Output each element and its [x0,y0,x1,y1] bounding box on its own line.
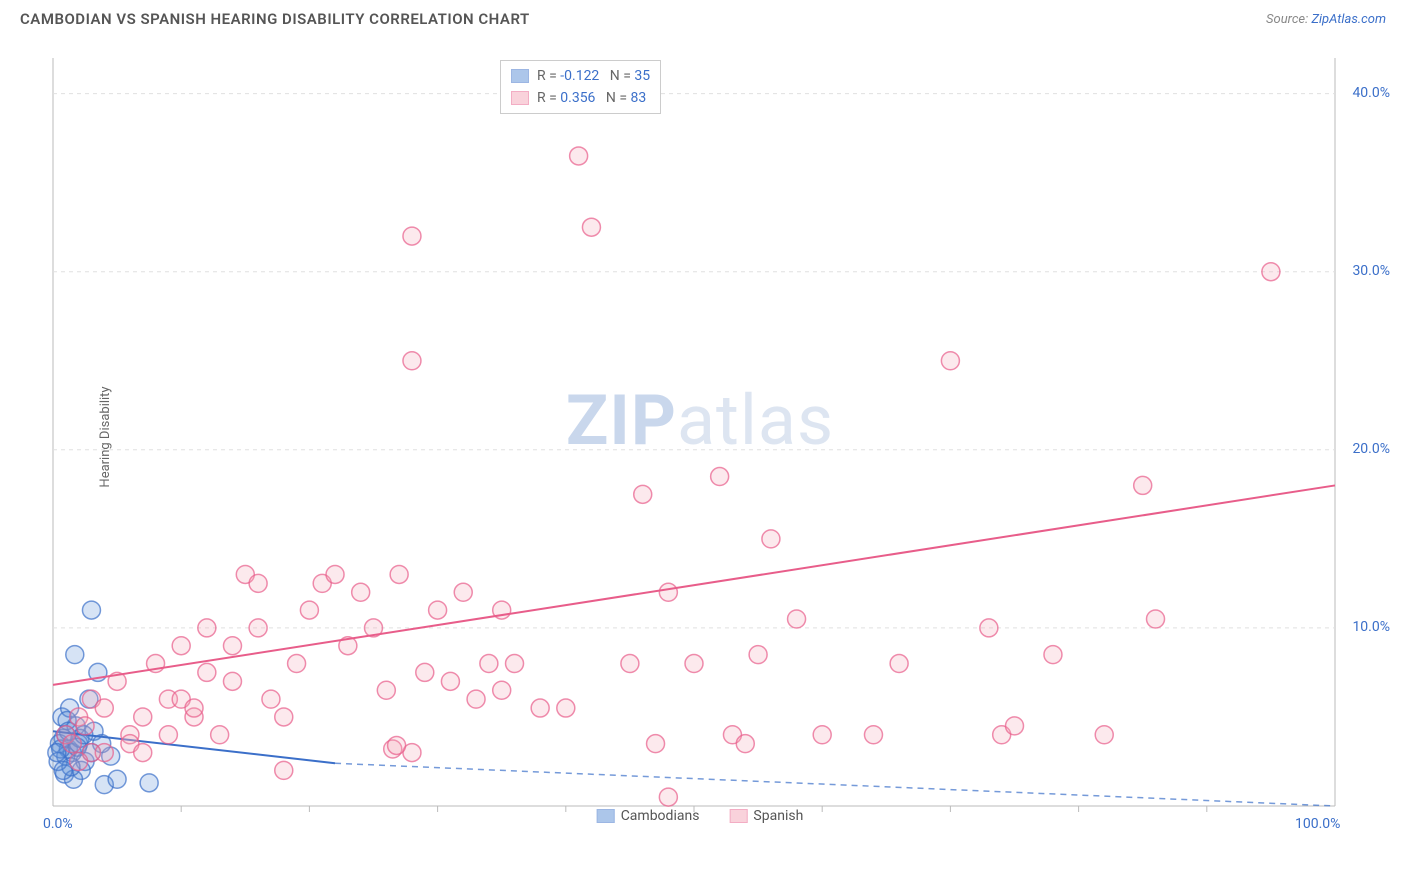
data-point [403,227,421,245]
data-point [352,583,370,601]
data-point [736,735,754,753]
chart-title: CAMBODIAN VS SPANISH HEARING DISABILITY … [20,10,530,28]
data-point [1262,263,1280,281]
data-point [749,646,767,664]
data-point [480,655,498,673]
y-tick-label: 40.0% [1352,85,1390,101]
data-point [326,565,344,583]
data-point [82,601,100,619]
data-point [95,699,113,717]
data-point [275,761,293,779]
data-point [388,736,406,754]
data-point [788,610,806,628]
data-point [1134,476,1152,494]
data-point [659,788,677,806]
data-point [249,619,267,637]
data-point [275,708,293,726]
data-point [813,726,831,744]
legend-series-item: Cambodians [597,808,700,824]
data-point [762,530,780,548]
source-attribution: Source: ZipAtlas.com [1266,12,1386,27]
data-point [711,468,729,486]
legend-stat-row: R = 0.356 N = 83 [511,87,650,109]
x-tick-label: 100.0% [1295,816,1340,832]
data-point [864,726,882,744]
x-tick-label: 0.0% [43,816,73,832]
data-point [647,735,665,753]
trend-line-extrapolated [335,763,1335,806]
legend-stat-row: R = -0.122 N = 35 [511,65,650,87]
data-point [1006,717,1024,735]
data-point [621,655,639,673]
data-point [416,663,434,681]
data-point [531,699,549,717]
data-point [66,646,84,664]
data-point [211,726,229,744]
data-point [429,601,447,619]
data-point [134,708,152,726]
data-point [198,619,216,637]
data-point [300,601,318,619]
data-point [634,485,652,503]
data-point [223,672,241,690]
data-point [441,672,459,690]
data-point [262,690,280,708]
data-point [941,352,959,370]
data-point [172,637,190,655]
y-tick-label: 30.0% [1352,263,1390,279]
data-point [1044,646,1062,664]
data-point [185,699,203,717]
data-point [95,744,113,762]
data-point [390,565,408,583]
data-point [377,681,395,699]
data-point [140,774,158,792]
data-point [1095,726,1113,744]
y-tick-label: 20.0% [1352,441,1390,457]
data-point [467,690,485,708]
scatter-plot [45,48,1355,826]
data-point [557,699,575,717]
data-point [198,663,216,681]
data-point [506,655,524,673]
source-link[interactable]: ZipAtlas.com [1311,12,1386,27]
data-point [76,717,94,735]
data-point [159,726,177,744]
correlation-legend: R = -0.122 N = 35R = 0.356 N = 83 [500,60,661,114]
data-point [493,681,511,699]
data-point [659,583,677,601]
data-point [70,752,88,770]
chart-container: Hearing Disability ZIPatlas R = -0.122 N… [45,48,1355,826]
data-point [134,744,152,762]
legend-series-item: Spanish [729,808,803,824]
data-point [249,574,267,592]
y-tick-label: 10.0% [1352,619,1390,635]
data-point [454,583,472,601]
series-legend: Cambodians Spanish [597,808,804,824]
data-point [108,770,126,788]
data-point [570,147,588,165]
data-point [890,655,908,673]
data-point [63,735,81,753]
data-point [980,619,998,637]
data-point [582,218,600,236]
data-point [223,637,241,655]
data-point [1147,610,1165,628]
data-point [288,655,306,673]
data-point [685,655,703,673]
data-point [403,352,421,370]
